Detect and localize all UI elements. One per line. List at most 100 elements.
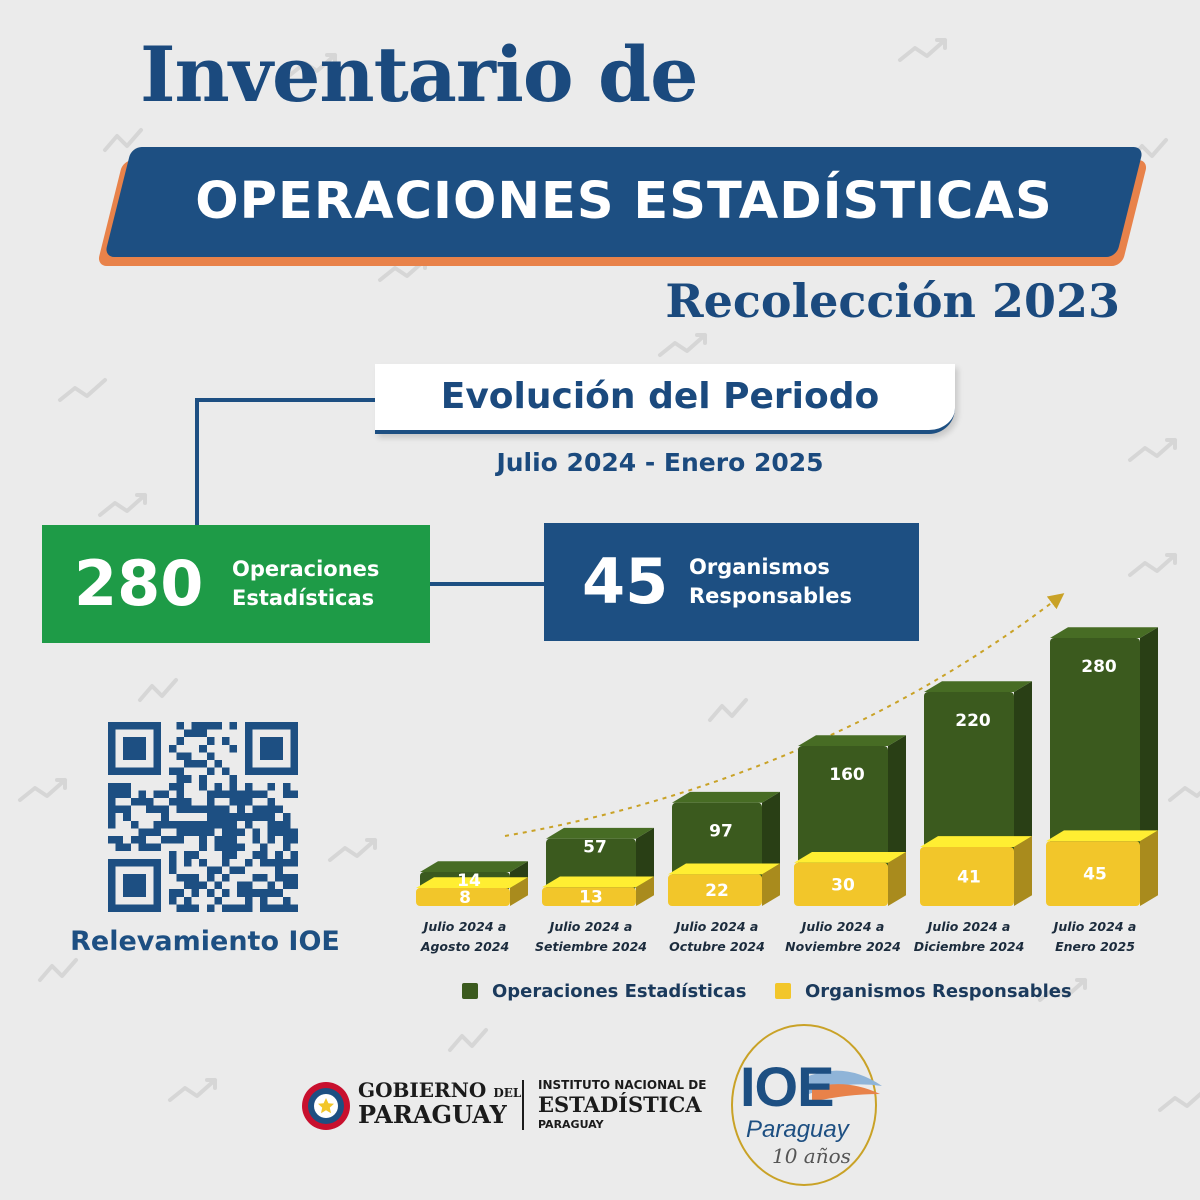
qr-module [229,798,238,806]
qr-module [199,775,207,783]
legend-label-organisms: Organismos Responsables [805,980,1072,1002]
qr-module [130,858,139,867]
qr-module [108,889,116,897]
qr-module [146,798,154,806]
qr-module [191,874,200,882]
bar-operations-5-side [1140,627,1158,890]
qr-module [199,729,207,738]
qr-module [282,881,291,890]
qr-module [138,767,146,776]
qr-module [275,767,283,776]
qr-module [229,828,238,836]
qr-module [176,805,184,814]
qr-module [222,858,230,867]
qr-module [191,904,200,912]
qr-module [146,767,154,776]
qr-module [176,889,184,897]
qr-module [153,881,162,890]
bar-organisms-2 [668,863,780,906]
qr-module [290,767,298,776]
bar-operations-1-top [546,827,654,839]
qr-module [275,874,283,882]
qr-module [267,782,276,791]
bar-label-operations-4: 220 [955,711,991,731]
qr-module [214,782,222,791]
period-range: Julio 2024 - Enero 2025 [496,448,824,477]
qr-module [214,896,222,905]
organisms-stat-card: 45 Organismos Responsables [544,523,919,641]
bar-organisms-0-front [416,888,510,906]
category-label-5-line-0: Julio 2024 a [1051,919,1137,934]
qr-module [206,866,215,874]
banner-title: OPERACIONES ESTADÍSTICAS [195,172,1053,231]
qr-module [290,729,298,738]
page-subtitle: Recolección 2023 [665,274,1120,328]
qr-module [191,805,200,814]
bar-label-organisms-2: 22 [705,881,729,901]
qr-module [108,805,116,814]
qr-module [199,881,207,890]
qr-module [282,820,291,829]
qr-module [282,767,291,776]
qr-module [123,752,131,760]
bar-organisms-5-top [1046,830,1158,842]
legend-swatch-organisms [775,983,791,999]
qr-module [108,752,116,760]
bar-operations-5-front [1050,638,1140,890]
bar-organisms-4-top [920,836,1032,847]
qr-module [191,820,200,829]
qr-module [252,874,260,882]
qr-module [267,836,276,844]
qr-module [108,760,116,768]
qr-module [153,767,162,776]
qr-module [229,843,238,852]
qr-module [237,843,245,852]
qr-module [184,881,192,890]
qr-module [199,836,207,844]
legend-item-operations: Operaciones Estadísticas [462,978,746,1004]
qr-module [229,722,238,730]
qr-module [123,874,131,882]
qr-module [244,798,253,806]
qr-module [275,866,283,874]
bar-label-operations-2: 97 [709,822,733,842]
qr-module [153,896,162,905]
qr-module [130,798,139,806]
qr-module [244,881,253,890]
qr-module [184,805,192,814]
qr-module [115,767,124,776]
qr-module [138,858,146,867]
qr-module [123,805,131,814]
qr-module [214,805,222,814]
bar-organisms-2-side [762,863,780,906]
qr-module [290,828,298,836]
qr-module [123,881,131,890]
bar-organisms-3-side [888,852,906,906]
qr-module [214,790,222,798]
qr-module [267,889,276,897]
qr-module [108,896,116,905]
qr-code[interactable] [108,722,298,912]
qr-module [206,874,215,882]
connector-line [195,398,380,402]
connector-line [430,582,544,586]
qr-module [199,858,207,867]
bar-label-operations-5: 280 [1081,657,1117,677]
qr-module [206,737,215,745]
qr-module [290,744,298,753]
bar-operations-2-top [672,791,780,803]
qr-module [244,752,253,760]
qr-module [229,866,238,874]
qr-module [222,813,230,821]
qr-module [176,836,184,844]
qr-module [161,790,169,798]
qr-module [267,737,276,745]
qr-module [260,874,268,882]
qr-module [214,843,222,852]
qr-module [222,874,230,882]
qr-module [130,820,139,829]
gov-line1: GOBIERNO DEL [358,1078,521,1102]
qr-module [199,820,207,829]
organisms-label: Organismos Responsables [689,553,852,611]
qr-module [161,813,169,821]
